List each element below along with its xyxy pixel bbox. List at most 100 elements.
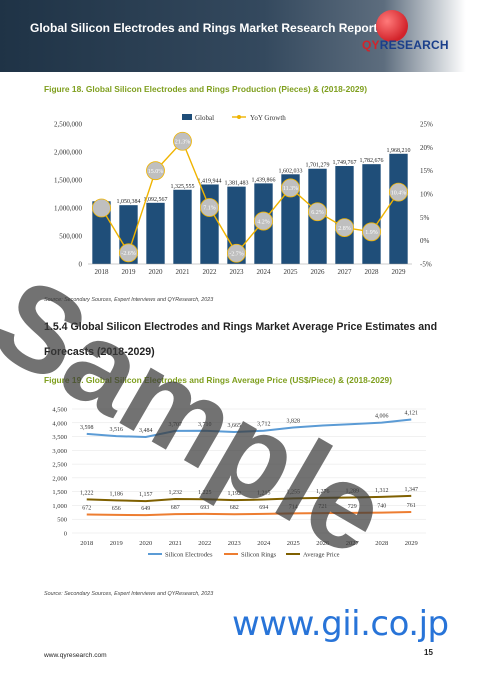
x-tick-label: 2028 [365, 268, 380, 276]
y2-tick-label: 25% [420, 121, 433, 129]
x-tick-label: 2027 [338, 268, 353, 276]
growth-value-label: 7.1% [203, 206, 216, 212]
bar-value-label: 1,419,944 [198, 178, 222, 184]
series-line [86, 494, 412, 503]
growth-marker [146, 161, 165, 181]
data-label: 3,710 [198, 422, 212, 428]
y-tick-label: 0 [79, 261, 83, 269]
bar-value-label: 1,050,384 [117, 199, 141, 205]
data-label: 714 [289, 504, 298, 510]
data-label: 682 [230, 505, 239, 511]
x-tick-label: 2026 [316, 540, 330, 547]
growth-value-label: 4.2% [257, 219, 270, 225]
bar-global [389, 153, 408, 264]
x-tick-label: 2021 [169, 540, 182, 547]
logo-globe-icon [376, 10, 408, 42]
bar-value-label: 1,381,483 [225, 181, 249, 187]
data-label: 649 [141, 506, 150, 512]
data-label: 1,225 [198, 490, 212, 496]
x-tick-label: 2025 [284, 268, 299, 276]
y-tick-label: 1,000,000 [54, 205, 83, 213]
report-title: Global Silicon Electrodes and Rings Mark… [30, 21, 408, 35]
y-tick-label: 3,000 [52, 448, 67, 455]
growth-value-label: 15.0% [148, 169, 164, 175]
legend-label-growth: YoY Growth [250, 114, 286, 122]
gii-watermark-link: www.gii.co.jp [232, 604, 449, 644]
growth-value-label: 2.8% [338, 226, 351, 232]
data-label: 4,121 [405, 410, 419, 416]
x-tick-label: 2029 [405, 540, 418, 547]
data-label: 3,516 [110, 427, 124, 433]
price-chart: 0 500 1,000 1,500 2,000 2,500 3,000 3,500 4,000 4… [52, 407, 426, 559]
growth-line [100, 139, 400, 255]
x-tick-label: 2018 [95, 268, 110, 276]
data-label: 1,192 [228, 491, 242, 497]
legend-marker-growth [237, 115, 241, 119]
series-line [86, 511, 412, 517]
y2-tick-label: 5% [420, 214, 430, 222]
data-label: 1,289 [346, 488, 360, 494]
x-tick-label: 2024 [257, 268, 272, 276]
x-tick-label: 2029 [392, 268, 407, 276]
bar-value-label: 1,749,767 [333, 160, 357, 166]
bar-value-label: 1,325,555 [171, 184, 195, 190]
growth-value-label: -2.6% [121, 251, 136, 257]
figure18-source: Source: Secondary Sources, Expert Interv… [44, 297, 214, 303]
figure19-caption: Figure 19. Global Silicon Electrodes and… [44, 375, 392, 385]
data-label: 4,006 [375, 414, 389, 420]
figure18-caption: Figure 18. Global Silicon Electrodes and… [44, 84, 367, 94]
footer-url[interactable]: www.qyresearch.com [44, 652, 107, 659]
y-tick-label: 2,500,000 [54, 121, 83, 129]
y-tick-label: 4,000 [52, 420, 67, 427]
bar-value-label: 1,968,210 [387, 148, 411, 154]
x-tick-label: 2028 [375, 540, 388, 547]
data-label: 3,665 [228, 423, 242, 429]
y2-tick-label: 0% [420, 237, 430, 245]
data-label: 3,712 [257, 422, 271, 428]
bar-value-label: 1,439,866 [252, 177, 276, 183]
data-label: 3,484 [139, 428, 153, 434]
y-tick-label: 1,000 [52, 503, 67, 510]
legend-label: Silicon Rings [241, 552, 277, 559]
y-tick-label: 2,000,000 [54, 149, 83, 157]
data-label: 3,828 [287, 419, 301, 425]
x-tick-label: 2018 [80, 540, 93, 547]
y2-tick-label: 20% [420, 144, 433, 152]
y-tick-label: 1,500 [52, 489, 67, 496]
x-tick-label: 2027 [346, 540, 360, 547]
growth-marker [389, 182, 408, 202]
data-label: 740 [377, 504, 386, 510]
growth-marker [200, 198, 219, 217]
x-tick-label: 2025 [287, 540, 300, 547]
bar-global [146, 202, 165, 264]
report-header: Global Silicon Electrodes and Rings Mark… [0, 0, 480, 72]
x-tick-label: 2022 [203, 268, 218, 276]
x-tick-label: 2020 [139, 540, 152, 547]
bar-global [281, 174, 300, 264]
x-tick-label: 2024 [257, 540, 271, 547]
x-tick-label: 2020 [149, 268, 164, 276]
data-label: 1,347 [405, 487, 419, 493]
growth-marker [92, 198, 111, 218]
bar-value-label: 1,602,033 [279, 168, 303, 174]
growth-value-label: 10.4% [391, 190, 407, 196]
x-tick-label: 2023 [228, 540, 241, 547]
growth-value-label: 1.9% [365, 230, 378, 236]
x-tick-label: 2023 [230, 268, 245, 276]
data-label: 1,255 [287, 489, 301, 495]
data-label: 693 [200, 505, 209, 511]
data-label: 672 [82, 505, 91, 511]
bar-value-label: 1,701,279 [306, 163, 330, 169]
growth-marker [308, 202, 327, 222]
growth-marker [119, 243, 138, 263]
growth-marker [362, 222, 381, 242]
y-tick-label: 500,000 [59, 233, 82, 241]
growth-value-label: 11.3% [283, 186, 298, 192]
legend-label: Average Price [303, 552, 340, 559]
page-number: 15 [424, 648, 433, 657]
data-label: 721 [318, 504, 327, 510]
growth-marker [335, 218, 354, 237]
x-tick-label: 2026 [311, 268, 326, 276]
growth-marker [173, 131, 192, 151]
bar-value-label: 1,782,676 [360, 158, 384, 164]
